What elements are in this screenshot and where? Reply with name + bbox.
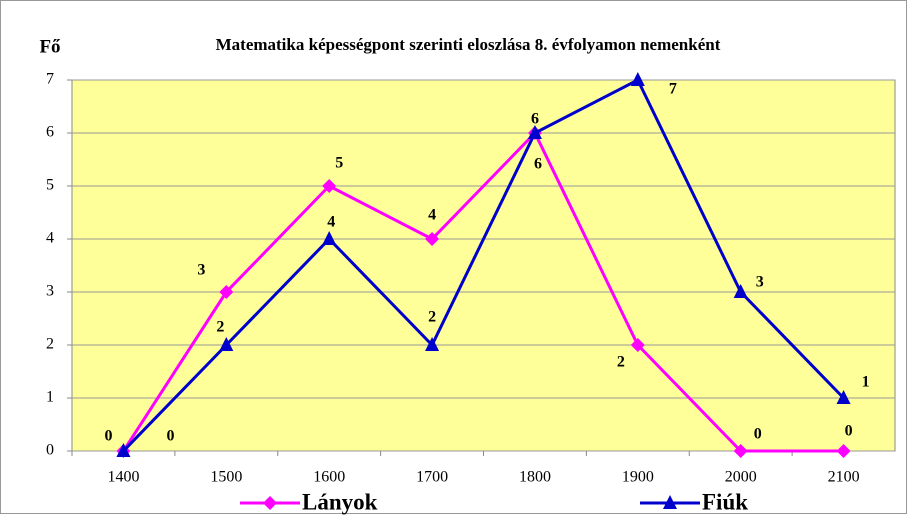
y-tick-label: 0 <box>46 442 54 459</box>
data-point <box>836 444 851 458</box>
data-label: 4 <box>428 207 436 224</box>
data-label: 1 <box>862 374 870 391</box>
y-tick-label: 1 <box>46 389 54 406</box>
data-label: 0 <box>104 428 112 445</box>
y-tick-label: 3 <box>46 283 54 300</box>
x-tick-label: 1600 <box>313 469 345 486</box>
data-point <box>219 337 234 351</box>
data-label: 2 <box>617 354 625 371</box>
x-tick-label: 1900 <box>622 469 654 486</box>
data-label: 0 <box>754 426 762 443</box>
x-tick-label: 1800 <box>519 469 551 486</box>
data-label: 0 <box>166 428 174 445</box>
data-point <box>116 443 131 457</box>
data-point <box>425 232 440 246</box>
plot-area <box>71 79 896 452</box>
y-tick-label: 4 <box>46 230 54 247</box>
data-point <box>219 285 234 299</box>
data-label: 2 <box>428 309 436 326</box>
y-tick-label: 2 <box>46 336 54 353</box>
x-tick-label: 2000 <box>725 469 757 486</box>
y-axis-label: Fő <box>39 36 60 57</box>
data-label: 4 <box>327 214 335 231</box>
data-label: 3 <box>756 274 764 291</box>
legend-label: Lányok <box>302 489 378 514</box>
x-tick-label: 2100 <box>828 469 860 486</box>
data-point <box>322 231 337 245</box>
legend-marker <box>663 495 677 509</box>
y-tick-label: 5 <box>46 177 54 194</box>
y-tick-label: 7 <box>46 71 54 88</box>
data-label: 7 <box>669 81 677 98</box>
data-label: 3 <box>197 262 205 279</box>
data-label: 6 <box>531 111 539 128</box>
series-line <box>122 77 845 453</box>
chart-title: Matematika képességpont szerinti eloszlá… <box>216 35 721 54</box>
data-point <box>630 338 645 352</box>
data-point <box>733 284 748 298</box>
data-label: 0 <box>845 423 853 440</box>
y-tick-label: 6 <box>46 124 54 141</box>
data-point <box>836 390 851 404</box>
data-point <box>322 179 337 193</box>
data-label: 5 <box>335 155 343 172</box>
x-tick-label: 1500 <box>210 469 242 486</box>
data-point <box>630 72 645 86</box>
data-label: 6 <box>534 156 542 173</box>
data-point <box>527 125 542 139</box>
data-point <box>425 337 440 351</box>
x-tick-label: 1400 <box>107 469 139 486</box>
data-point <box>733 444 748 458</box>
x-tick-label: 1700 <box>416 469 448 486</box>
legend-label: Fiúk <box>702 489 748 514</box>
data-label: 2 <box>216 319 224 336</box>
series-line <box>122 130 844 453</box>
legend-marker <box>263 496 277 510</box>
